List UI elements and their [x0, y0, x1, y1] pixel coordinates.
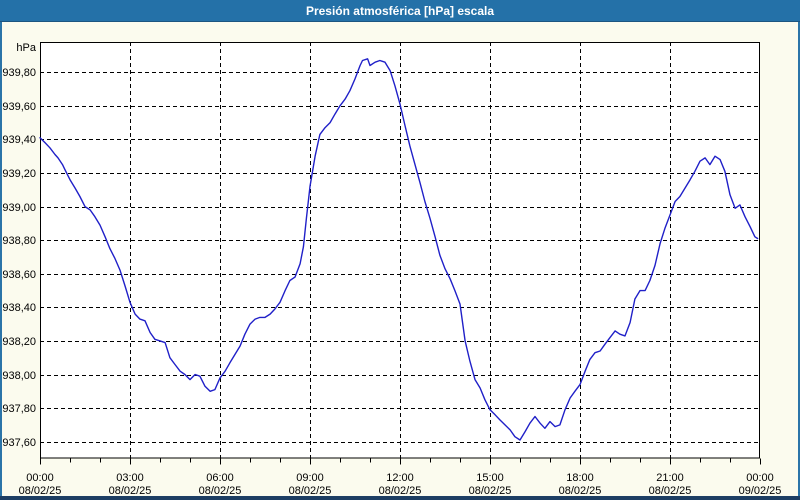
y-axis-tick-labels: 939,80 939,60 939,40 939,20 939,00 938,80 938,…: [2, 67, 36, 449]
y-tick-label: 938,00: [2, 370, 36, 382]
y-tick-label: 937,80: [2, 403, 36, 415]
x-axis-ticks: [40, 458, 761, 465]
plot-background: [40, 42, 760, 459]
y-tick-label: 938,80: [2, 235, 36, 247]
y-tick-label: 939,80: [2, 67, 36, 79]
x-tick-date-label: 08/02/25: [379, 485, 422, 497]
x-tick-time-label: 06:00: [206, 472, 234, 484]
x-tick-time-label: 12:00: [386, 472, 414, 484]
y-tick-label: 939,00: [2, 202, 36, 214]
x-tick-time-label: 00:00: [746, 472, 774, 484]
x-tick-date-label: 08/02/25: [469, 485, 512, 497]
x-tick-date-label: 08/02/25: [199, 485, 242, 497]
y-tick-label: 939,60: [2, 101, 36, 113]
x-tick-time-label: 15:00: [476, 472, 504, 484]
x-tick-date-label: 08/02/25: [649, 485, 692, 497]
y-tick-label: 937,60: [2, 437, 36, 449]
y-tick-label: 938,60: [2, 269, 36, 281]
plot-border: [40, 42, 760, 459]
window-border-left: [0, 22, 2, 496]
title-bar: Presión atmosférica [hPa] escala: [0, 0, 800, 22]
x-tick-time-label: 09:00: [296, 472, 324, 484]
x-tick-time-label: 21:00: [656, 472, 684, 484]
y-tick-label: 939,40: [2, 134, 36, 146]
window-title: Presión atmosférica [hPa] escala: [305, 3, 495, 18]
y-tick-label: 938,40: [2, 302, 36, 314]
y-tick-label: 939,20: [2, 168, 36, 180]
x-tick-date-label: 09/02/25: [739, 485, 782, 497]
x-tick-time-label: 03:00: [116, 472, 144, 484]
window-border-bottom: [0, 496, 800, 500]
x-axis-tick-labels: 00:0008/02/2503:0008/02/2506:0008/02/250…: [19, 472, 782, 497]
window-border-right: [798, 22, 800, 496]
pressure-series-line: [39, 58, 759, 441]
x-tick-date-label: 08/02/25: [109, 485, 152, 497]
pressure-series: [39, 58, 759, 441]
x-tick-date-label: 08/02/25: [559, 485, 602, 497]
x-tick-time-label: 18:00: [566, 472, 594, 484]
x-tick-date-label: 08/02/25: [19, 485, 62, 497]
y-axis-unit-label: hPa: [16, 42, 36, 54]
x-tick-time-label: 00:00: [26, 472, 54, 484]
x-tick-date-label: 08/02/25: [289, 485, 332, 497]
y-tick-label: 938,20: [2, 336, 36, 348]
